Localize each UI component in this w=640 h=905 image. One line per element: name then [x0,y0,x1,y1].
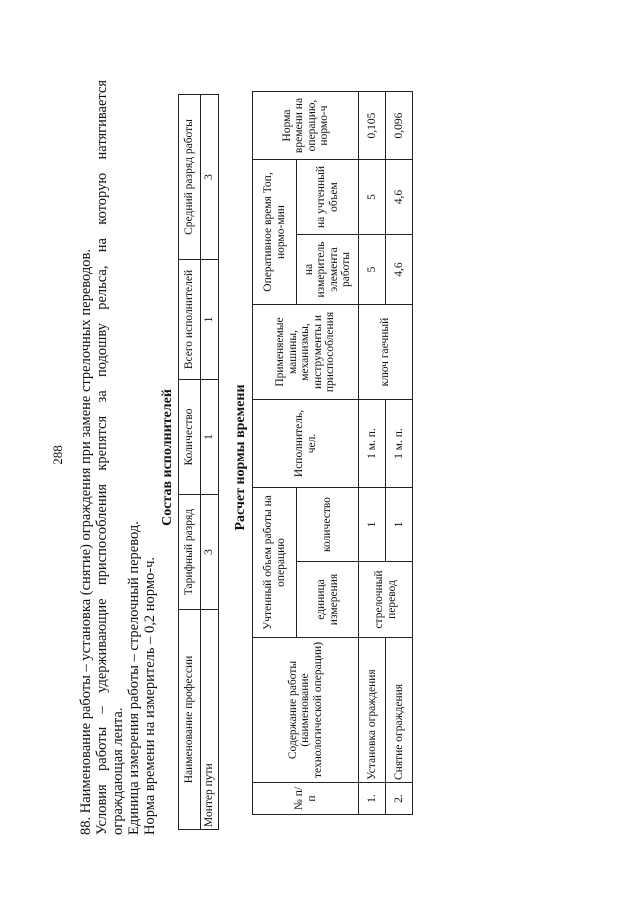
header-cell: Количество [178,379,201,495]
cell-op-unit: 5 [358,234,386,305]
table-row: 2. Снятие ограждения 1 1 м. п. 4,6 4,6 0… [385,91,413,815]
header-optime-unit: на измеритель элемента работы [296,234,359,305]
header-cell: Тарифный разряд [178,494,201,610]
norm-table: № п/п Содержание работы (наименование те… [252,91,413,815]
cell: 1 [200,379,219,495]
cell-norm: 0,105 [358,91,386,160]
cell: 3 [200,94,219,260]
staff-table-title: Состав исполнителей [160,389,175,526]
header-volume: Учтенный объем работы на операцию [252,487,297,638]
cell-qty: 1 [385,487,413,562]
cell-num: 2. [385,782,413,815]
cell-unit: стрелочный перевод [358,561,413,638]
norm-table-title: Расчет нормы времени [233,384,248,531]
header-volume-qty: количество [296,487,359,562]
header-optime: Оперативное время Топ, нормо-мин [252,159,297,305]
table-row: Монтер пути 3 1 1 3 [200,94,219,830]
work-name-line: 88. Наименование работы – установка (сня… [78,249,94,835]
cell-performer: 1 м. п. [385,399,413,488]
header-num: № п/п [252,782,359,815]
unit-line: Единица измерения работы – стрелочный пе… [126,521,142,835]
header-content: Содержание работы (наименование технолог… [252,637,359,783]
work-conditions-cont: ограждающая лента. [110,707,126,835]
header-optime-volume: на учтенный объем [296,159,359,235]
cell-content: Установка ограждения [358,637,386,783]
cell-op-volume: 4,6 [385,159,413,235]
staff-table: Наименование профессии Тарифный разряд К… [178,94,219,830]
cell-op-volume: 5 [358,159,386,235]
cell-op-unit: 4,6 [385,234,413,305]
table-row: 1. Установка ограждения стрелочный перев… [358,91,413,815]
header-tools: Применяемые машины, механизмы, инструмен… [252,304,359,400]
header-volume-unit: единица измерения [296,561,359,638]
header-cell: Всего исполнителей [178,259,201,380]
cell-qty: 1 [358,487,386,562]
work-conditions-line: Условия работы – удерживающие приспособл… [94,80,110,835]
header-cell: Наименование профессии [178,609,201,830]
norm-line: Норма времени на измеритель – 0,2 нормо-… [142,557,158,835]
cell-performer: 1 м. п. [358,399,386,488]
cell: 1 [200,259,219,380]
header-performer: Исполнитель, чел. [252,399,359,488]
cell-content: Снятие ограждения [385,637,413,783]
cell-norm: 0,096 [385,91,413,160]
page-number: 288 [50,445,65,465]
cell-tools: ключ гаечный [358,304,413,400]
header-cell: Средний разряд работы [178,94,201,260]
cell-num: 1. [358,782,386,815]
header-norm: Норма времени на операцию, нормо-ч [252,91,359,160]
cell: 3 [200,494,219,610]
cell: Монтер пути [200,609,219,830]
